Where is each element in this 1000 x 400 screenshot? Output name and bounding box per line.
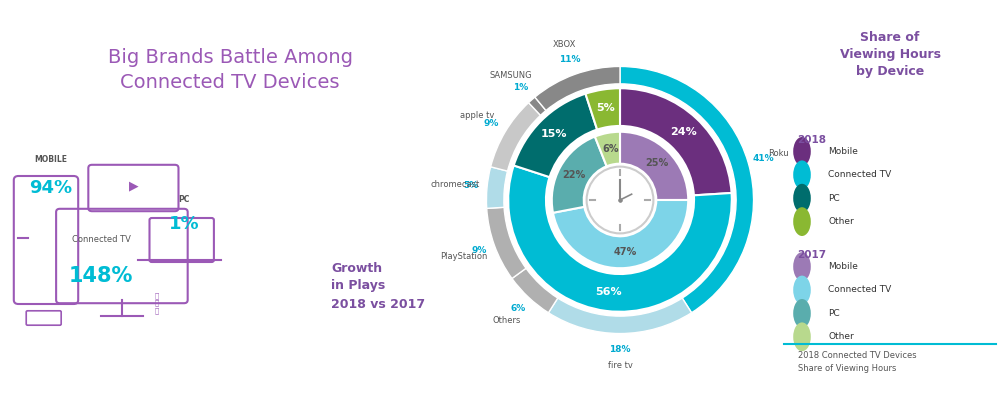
Text: SAMSUNG: SAMSUNG — [489, 71, 532, 80]
Wedge shape — [487, 207, 526, 278]
Text: PlayStation: PlayStation — [441, 252, 488, 260]
Text: 6%: 6% — [602, 144, 618, 154]
Wedge shape — [620, 132, 688, 200]
Text: 24%: 24% — [670, 127, 697, 137]
Text: Growth
in Plays
2018 vs 2017: Growth in Plays 2018 vs 2017 — [331, 262, 425, 310]
Wedge shape — [552, 136, 607, 213]
Text: 47%: 47% — [613, 247, 637, 257]
Text: XBOX: XBOX — [552, 40, 576, 49]
Text: MOBILE: MOBILE — [34, 156, 67, 164]
Wedge shape — [514, 94, 597, 177]
Text: Big Brands Battle Among
Connected TV Devices: Big Brands Battle Among Connected TV Dev… — [108, 48, 352, 92]
Text: Connected TV: Connected TV — [828, 170, 892, 179]
Text: Other: Other — [828, 332, 854, 341]
Text: 18%: 18% — [609, 345, 631, 354]
Text: 1%: 1% — [169, 215, 199, 233]
Wedge shape — [620, 88, 732, 195]
Circle shape — [793, 184, 811, 213]
Text: ⬛
⬛
⬛: ⬛ ⬛ ⬛ — [154, 292, 159, 314]
Text: apple tv: apple tv — [460, 111, 495, 120]
Wedge shape — [585, 88, 620, 130]
Text: 5%: 5% — [464, 182, 479, 190]
Text: 2018: 2018 — [798, 135, 827, 145]
Circle shape — [793, 322, 811, 351]
Text: 15%: 15% — [541, 129, 568, 139]
Text: Mobile: Mobile — [828, 147, 858, 156]
Text: fire tv: fire tv — [608, 361, 632, 370]
Text: 6%: 6% — [510, 304, 525, 314]
Circle shape — [793, 276, 811, 304]
Text: 56%: 56% — [595, 287, 622, 297]
Text: Connected TV: Connected TV — [828, 286, 892, 294]
Circle shape — [793, 207, 811, 236]
Text: 11%: 11% — [559, 55, 580, 64]
Text: 1%: 1% — [513, 83, 529, 92]
Wedge shape — [620, 66, 754, 313]
Text: PC: PC — [178, 196, 190, 204]
Text: 25%: 25% — [645, 158, 669, 168]
Text: chromecast: chromecast — [431, 180, 480, 189]
Text: PC: PC — [828, 194, 840, 203]
Wedge shape — [529, 97, 546, 115]
Circle shape — [793, 299, 811, 328]
Wedge shape — [486, 167, 508, 208]
Text: 148%: 148% — [69, 266, 133, 286]
Text: 2018 Connected TV Devices
Share of Viewing Hours: 2018 Connected TV Devices Share of Viewi… — [798, 351, 916, 373]
Text: Connected TV: Connected TV — [72, 236, 131, 244]
Text: 41%: 41% — [753, 154, 774, 163]
Wedge shape — [535, 66, 620, 110]
Text: Others: Others — [493, 316, 521, 325]
Wedge shape — [553, 200, 688, 268]
Text: Roku: Roku — [769, 149, 789, 158]
Wedge shape — [508, 166, 732, 312]
Text: 22%: 22% — [563, 170, 586, 180]
Wedge shape — [548, 298, 692, 334]
Text: 94%: 94% — [29, 179, 72, 197]
Circle shape — [587, 167, 653, 233]
Text: 2017: 2017 — [798, 250, 827, 260]
Text: 5%: 5% — [596, 103, 615, 113]
Text: PC: PC — [828, 309, 840, 318]
Circle shape — [793, 160, 811, 189]
Text: Mobile: Mobile — [828, 262, 858, 271]
Text: 9%: 9% — [472, 246, 487, 255]
Circle shape — [793, 252, 811, 281]
Text: Share of
Viewing Hours
by Device: Share of Viewing Hours by Device — [840, 31, 940, 78]
Wedge shape — [491, 103, 541, 171]
Circle shape — [793, 137, 811, 166]
Wedge shape — [595, 132, 620, 166]
Wedge shape — [512, 268, 558, 313]
Text: Other: Other — [828, 217, 854, 226]
Text: 9%: 9% — [484, 119, 499, 128]
Text: ▶: ▶ — [129, 180, 138, 192]
